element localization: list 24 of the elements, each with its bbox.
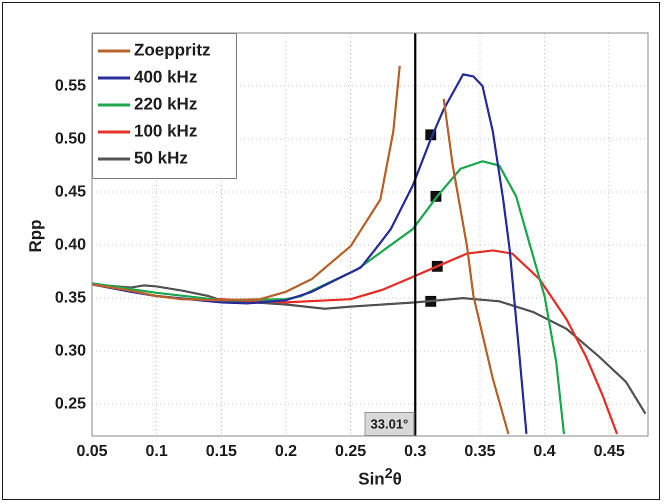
- legend-label: 220 kHz: [134, 94, 198, 114]
- x-tick-label: 0.05: [76, 443, 108, 460]
- x-tick-label: 0.4: [533, 443, 556, 460]
- x-tick-label: 0.1: [146, 443, 168, 460]
- y-tick-label: 0.40: [54, 236, 86, 254]
- y-tick-label: 0.50: [54, 130, 86, 148]
- x-tick-label: 0.25: [335, 443, 366, 460]
- x-tick-label: 0.3: [404, 443, 426, 460]
- x-tick-label: 0.15: [206, 443, 237, 460]
- y-tick-label: 0.35: [54, 290, 86, 307]
- legend-label: 50 kHz: [134, 148, 188, 168]
- x-tick-label: 0.35: [464, 443, 496, 460]
- y-axis-title: Rpp: [26, 219, 46, 253]
- x-axis-title: Sin$^{2}$θ: [357, 466, 403, 490]
- y-tick-label: 0.30: [54, 342, 86, 360]
- x-tick-label: 0.45: [594, 443, 625, 460]
- annotation: 33.01°: [370, 416, 408, 432]
- legend-label: Zoeppritz: [134, 40, 210, 60]
- legend-label: 400 kHz: [134, 68, 198, 87]
- y-tick-label: 0.55: [54, 77, 86, 94]
- y-tick-label: 0.25: [54, 396, 86, 413]
- y-tick-label: 0.45: [54, 183, 86, 200]
- legend-label: 100 kHz: [134, 122, 198, 141]
- x-tick-label: 0.2: [274, 443, 298, 460]
